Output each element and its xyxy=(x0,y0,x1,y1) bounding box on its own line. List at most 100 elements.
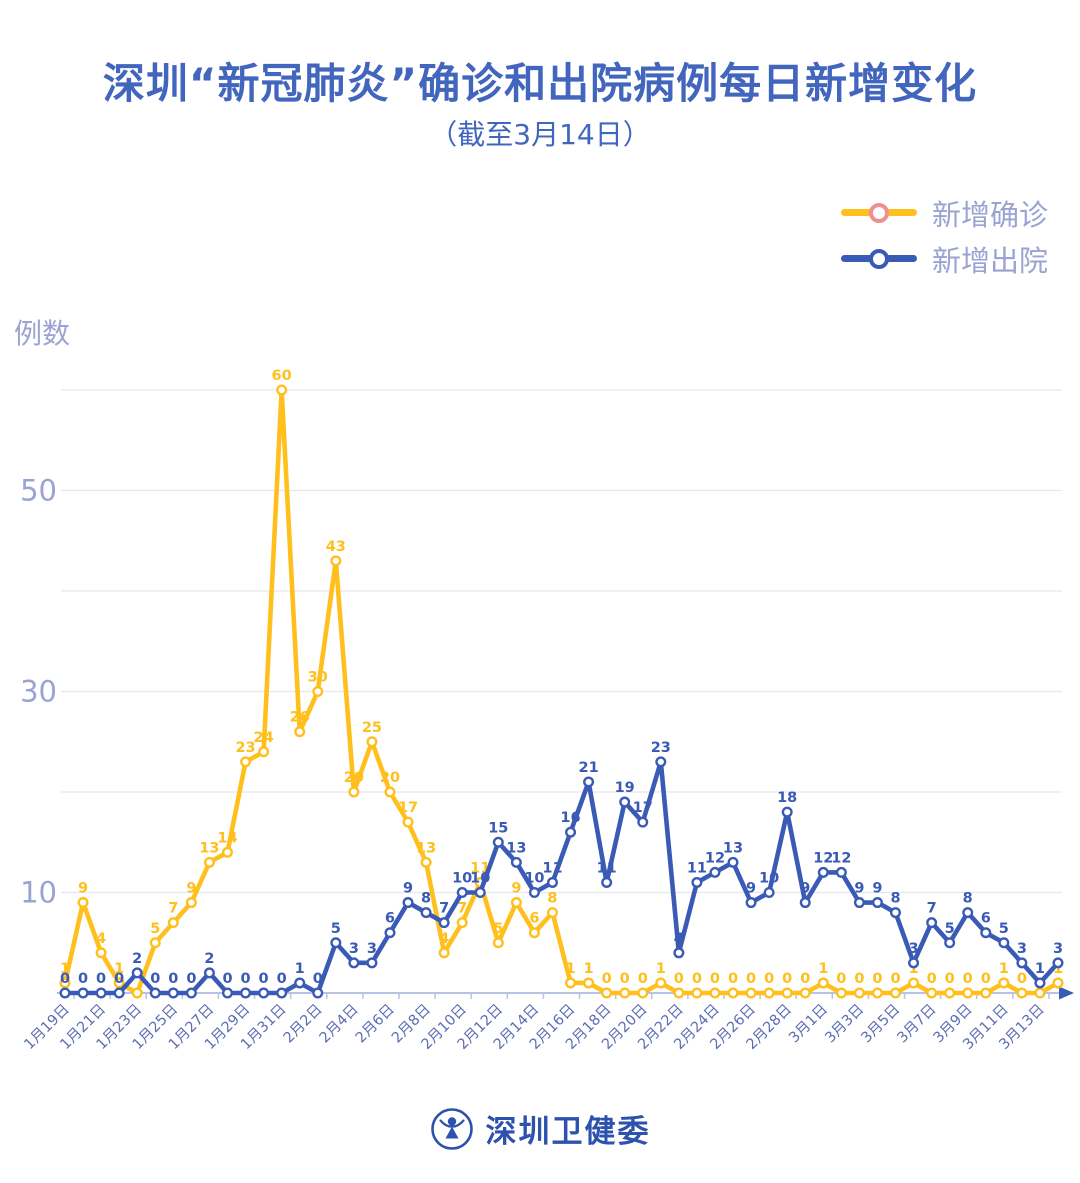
confirmed-data-point-marker[interactable] xyxy=(944,987,956,999)
confirmed-data-point-marker[interactable] xyxy=(131,987,143,999)
discharged-data-point-marker[interactable] xyxy=(492,836,504,848)
confirmed-data-point-marker[interactable] xyxy=(221,846,233,858)
confirmed-data-point-marker[interactable] xyxy=(962,987,974,999)
confirmed-data-point-marker[interactable] xyxy=(420,856,432,868)
discharged-data-point-marker[interactable] xyxy=(583,776,595,788)
confirmed-data-point-marker[interactable] xyxy=(908,977,920,989)
confirmed-data-point-marker[interactable] xyxy=(565,977,577,989)
confirmed-data-point-marker[interactable] xyxy=(438,947,450,959)
discharged-data-point-marker[interactable] xyxy=(149,987,161,999)
confirmed-data-point-marker[interactable] xyxy=(763,987,775,999)
confirmed-data-point-marker[interactable] xyxy=(113,977,125,989)
confirmed-data-point-marker[interactable] xyxy=(926,987,938,999)
discharged-data-point-marker[interactable] xyxy=(276,987,288,999)
confirmed-data-point-marker[interactable] xyxy=(240,756,252,768)
confirmed-data-point-marker[interactable] xyxy=(745,987,757,999)
discharged-data-point-marker[interactable] xyxy=(330,937,342,949)
confirmed-data-point-marker[interactable] xyxy=(546,907,558,919)
discharged-data-point-marker[interactable] xyxy=(384,927,396,939)
discharged-data-point-marker[interactable] xyxy=(799,897,811,909)
discharged-data-point-marker[interactable] xyxy=(420,907,432,919)
confirmed-data-point-marker[interactable] xyxy=(456,917,468,929)
discharged-data-point-marker[interactable] xyxy=(258,987,270,999)
confirmed-data-point-marker[interactable] xyxy=(366,736,378,748)
confirmed-data-point-marker[interactable] xyxy=(655,977,667,989)
discharged-data-point-marker[interactable] xyxy=(619,796,631,808)
discharged-data-point-marker[interactable] xyxy=(601,876,613,888)
confirmed-data-point-marker[interactable] xyxy=(709,987,721,999)
confirmed-data-point-marker[interactable] xyxy=(348,786,360,798)
discharged-data-point-marker[interactable] xyxy=(835,866,847,878)
confirmed-data-point-marker[interactable] xyxy=(384,786,396,798)
discharged-data-point-marker[interactable] xyxy=(294,977,306,989)
discharged-data-point-marker[interactable] xyxy=(1034,977,1046,989)
discharged-data-point-marker[interactable] xyxy=(438,917,450,929)
confirmed-data-point-marker[interactable] xyxy=(998,977,1010,989)
confirmed-data-point-marker[interactable] xyxy=(727,987,739,999)
confirmed-data-point-marker[interactable] xyxy=(871,987,883,999)
confirmed-data-point-marker[interactable] xyxy=(77,897,89,909)
confirmed-data-point-marker[interactable] xyxy=(203,856,215,868)
confirmed-data-point-marker[interactable] xyxy=(583,977,595,989)
discharged-data-point-marker[interactable] xyxy=(474,887,486,899)
discharged-data-point-marker[interactable] xyxy=(510,856,522,868)
discharged-data-point-marker[interactable] xyxy=(312,987,324,999)
discharged-data-point-marker[interactable] xyxy=(1016,957,1028,969)
discharged-data-point-marker[interactable] xyxy=(655,756,667,768)
discharged-data-point-marker[interactable] xyxy=(871,897,883,909)
confirmed-data-point-marker[interactable] xyxy=(312,686,324,698)
discharged-data-point-marker[interactable] xyxy=(528,887,540,899)
discharged-data-point-marker[interactable] xyxy=(926,917,938,929)
discharged-data-point-marker[interactable] xyxy=(1052,957,1064,969)
confirmed-data-point-marker[interactable] xyxy=(330,555,342,567)
confirmed-data-point-marker[interactable] xyxy=(1052,977,1064,989)
confirmed-data-point-marker[interactable] xyxy=(619,987,631,999)
discharged-data-point-marker[interactable] xyxy=(185,987,197,999)
confirmed-data-point-marker[interactable] xyxy=(890,987,902,999)
discharged-data-point-marker[interactable] xyxy=(59,987,71,999)
discharged-data-point-marker[interactable] xyxy=(402,897,414,909)
confirmed-data-point-marker[interactable] xyxy=(673,987,685,999)
discharged-data-point-marker[interactable] xyxy=(691,876,703,888)
discharged-data-point-marker[interactable] xyxy=(366,957,378,969)
confirmed-data-point-marker[interactable] xyxy=(601,987,613,999)
discharged-data-point-marker[interactable] xyxy=(944,937,956,949)
discharged-data-point-marker[interactable] xyxy=(998,937,1010,949)
confirmed-data-point-marker[interactable] xyxy=(402,816,414,828)
confirmed-data-point-marker[interactable] xyxy=(510,897,522,909)
discharged-data-point-marker[interactable] xyxy=(113,987,125,999)
discharged-data-point-marker[interactable] xyxy=(745,897,757,909)
discharged-data-point-marker[interactable] xyxy=(456,887,468,899)
discharged-data-point-marker[interactable] xyxy=(565,826,577,838)
discharged-data-point-marker[interactable] xyxy=(817,866,829,878)
discharged-data-point-marker[interactable] xyxy=(167,987,179,999)
confirmed-data-point-marker[interactable] xyxy=(528,927,540,939)
confirmed-data-point-marker[interactable] xyxy=(799,987,811,999)
discharged-data-point-marker[interactable] xyxy=(853,897,865,909)
confirmed-data-point-marker[interactable] xyxy=(980,987,992,999)
confirmed-data-point-marker[interactable] xyxy=(637,987,649,999)
confirmed-data-point-marker[interactable] xyxy=(95,947,107,959)
discharged-data-point-marker[interactable] xyxy=(348,957,360,969)
discharged-data-point-marker[interactable] xyxy=(221,987,233,999)
discharged-data-point-marker[interactable] xyxy=(546,876,558,888)
confirmed-data-point-marker[interactable] xyxy=(258,746,270,758)
confirmed-data-point-marker[interactable] xyxy=(149,937,161,949)
confirmed-data-point-marker[interactable] xyxy=(853,987,865,999)
discharged-data-point-marker[interactable] xyxy=(77,987,89,999)
confirmed-data-point-marker[interactable] xyxy=(294,726,306,738)
confirmed-data-point-marker[interactable] xyxy=(492,937,504,949)
discharged-data-point-marker[interactable] xyxy=(240,987,252,999)
discharged-data-point-marker[interactable] xyxy=(962,907,974,919)
legend-item-discharged[interactable]: 新增出院 xyxy=(840,240,1048,278)
discharged-data-point-marker[interactable] xyxy=(673,947,685,959)
confirmed-data-point-marker[interactable] xyxy=(1034,987,1046,999)
confirmed-data-point-marker[interactable] xyxy=(781,987,793,999)
discharged-data-point-marker[interactable] xyxy=(709,866,721,878)
confirmed-data-point-marker[interactable] xyxy=(276,384,288,396)
confirmed-data-point-marker[interactable] xyxy=(835,987,847,999)
discharged-data-point-marker[interactable] xyxy=(131,967,143,979)
discharged-data-point-marker[interactable] xyxy=(890,907,902,919)
confirmed-data-point-marker[interactable] xyxy=(691,987,703,999)
confirmed-data-point-marker[interactable] xyxy=(817,977,829,989)
